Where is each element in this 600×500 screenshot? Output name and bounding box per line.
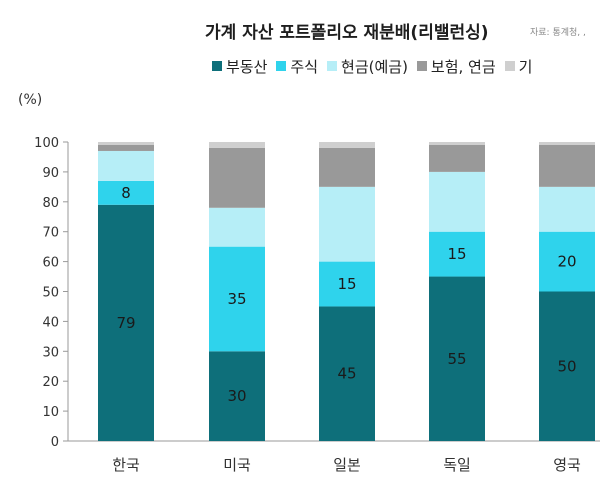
legend-label: 현금(예금) (341, 57, 408, 76)
data-label: 15 (447, 245, 466, 263)
data-label: 15 (337, 275, 356, 293)
bar-segment (209, 207, 265, 247)
source-note: 자료: 통계청, , (530, 28, 586, 38)
bar-segment (98, 150, 154, 181)
data-label: 20 (557, 253, 576, 271)
bar-segment (429, 231, 485, 277)
bar-segment (429, 276, 485, 441)
data-label: 55 (447, 350, 466, 368)
category-label: 한국 (112, 456, 140, 474)
bar-segment (539, 186, 595, 232)
bar-segment (98, 180, 154, 205)
legend-item: 현금(예금) (327, 56, 408, 77)
bar-segment (539, 231, 595, 292)
bar-segment (539, 142, 595, 145)
bar-segment (319, 261, 375, 307)
y-tick-label: 60 (42, 256, 59, 271)
legend-item: 기 (504, 56, 533, 77)
bar-segment (429, 171, 485, 232)
data-label: 79 (116, 314, 135, 332)
legend-swatch (504, 61, 515, 71)
legend-label: 기 (518, 57, 533, 76)
y-tick-label: 80 (42, 196, 59, 211)
data-label: 50 (557, 357, 576, 375)
y-tick-label: 10 (42, 405, 59, 420)
data-label: 30 (227, 387, 246, 405)
bar-segment (98, 144, 154, 151)
legend-swatch (276, 61, 287, 71)
bar-segment (98, 142, 154, 145)
legend-item: 주식 (276, 56, 318, 77)
y-tick-label: 0 (51, 435, 59, 450)
bar-segment (209, 147, 265, 208)
category-label: 미국 (223, 456, 251, 474)
category-label: 일본 (333, 456, 361, 474)
legend-item: 부동산 (212, 56, 267, 77)
y-axis-unit: (%) (18, 92, 43, 108)
category-label: 영국 (553, 456, 581, 474)
legend-label: 주식 (290, 57, 319, 76)
category-label: 독일 (443, 456, 471, 474)
bar-segment (319, 186, 375, 262)
bar-segment (539, 291, 595, 441)
bar-segment (429, 144, 485, 172)
chart-title: 가계 자산 포트폴리오 재분배(리밸런싱) (205, 23, 489, 43)
data-label: 45 (337, 365, 356, 383)
bar-segment (319, 306, 375, 441)
legend-label: 부동산 (226, 57, 268, 76)
y-tick-label: 40 (42, 315, 59, 330)
bar-segment (209, 246, 265, 352)
legend: 부동산 주식 현금(예금) 보험, 연금 기 (212, 55, 541, 77)
data-label: 8 (121, 184, 131, 202)
bar-segment (319, 147, 375, 187)
y-tick-label: 90 (42, 166, 59, 181)
y-tick-label: 30 (42, 345, 59, 360)
bar-segment (209, 142, 265, 148)
y-tick-label: 50 (42, 286, 59, 301)
bar-segment (429, 142, 485, 145)
data-label: 35 (227, 290, 246, 308)
legend-swatch (416, 61, 427, 71)
bar-segment (319, 142, 375, 148)
legend-label: 보험, 연금 (430, 57, 496, 76)
y-tick-label: 100 (34, 136, 59, 151)
y-tick-label: 70 (42, 226, 59, 241)
bar-segment (209, 351, 265, 441)
bar-segment (98, 204, 154, 441)
y-tick-label: 20 (42, 375, 59, 390)
legend-item: 보험, 연금 (416, 56, 496, 77)
legend-swatch (212, 61, 222, 71)
bar-segment (539, 144, 595, 187)
legend-swatch (327, 61, 338, 71)
